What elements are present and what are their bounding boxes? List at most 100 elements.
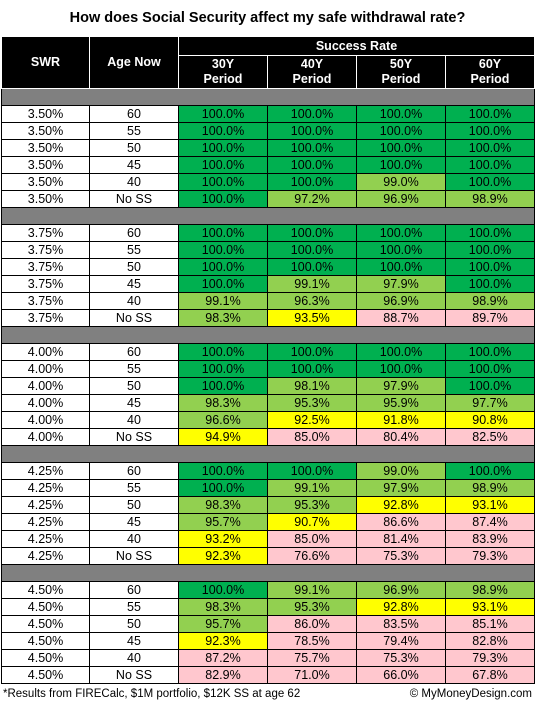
success-rate-cell: 93.2%	[178, 530, 268, 548]
success-rate-cell: 95.9%	[356, 394, 446, 412]
separator-cell	[1, 564, 535, 582]
success-rate-cell: 100.0%	[445, 105, 535, 123]
success-rate-cell: 97.7%	[445, 394, 535, 412]
age-cell: 50	[89, 377, 179, 395]
separator-cell	[1, 326, 535, 344]
success-rate-cell: 96.6%	[178, 411, 268, 429]
success-rate-cell: 95.3%	[267, 394, 357, 412]
withdrawal-rate-table: SWR Age Now Success Rate 30Y Period 40Y Pe…	[1, 36, 535, 684]
success-rate-cell: 97.9%	[356, 479, 446, 497]
success-rate-cell: 100.0%	[267, 462, 357, 480]
table-row: 3.75% 60 100.0% 100.0% 100.0% 100.0%	[1, 224, 535, 242]
success-rate-cell: 91.8%	[356, 411, 446, 429]
age-cell: 40	[89, 292, 179, 310]
success-rate-cell: 98.9%	[445, 479, 535, 497]
age-cell: 45	[89, 394, 179, 412]
success-rate-cell: 67.8%	[445, 666, 535, 684]
success-rate-cell: 94.9%	[178, 428, 268, 446]
success-rate-cell: 98.9%	[445, 581, 535, 599]
success-rate-cell: 76.6%	[267, 547, 357, 565]
success-rate-cell: 95.3%	[267, 598, 357, 616]
success-rate-cell: 100.0%	[445, 360, 535, 378]
success-rate-cell: 99.1%	[267, 479, 357, 497]
swr-cell: 3.50%	[1, 190, 90, 208]
success-rate-cell: 100.0%	[356, 105, 446, 123]
success-rate-cell: 100.0%	[445, 139, 535, 157]
success-rate-cell: 100.0%	[356, 241, 446, 259]
success-rate-cell: 95.7%	[178, 513, 268, 531]
success-rate-cell: 100.0%	[445, 377, 535, 395]
success-rate-cell: 99.1%	[267, 581, 357, 599]
success-rate-cell: 98.9%	[445, 190, 535, 208]
group-separator	[1, 207, 535, 225]
swr-cell: 4.25%	[1, 513, 90, 531]
success-rate-cell: 93.1%	[445, 598, 535, 616]
swr-cell: 4.25%	[1, 496, 90, 514]
success-rate-cell: 100.0%	[178, 343, 268, 361]
success-rate-cell: 90.7%	[267, 513, 357, 531]
success-rate-cell: 100.0%	[178, 258, 268, 276]
table-row: 3.75% 50 100.0% 100.0% 100.0% 100.0%	[1, 258, 535, 276]
age-cell: 60	[89, 105, 179, 123]
swr-cell: 3.50%	[1, 105, 90, 123]
swr-cell: 3.50%	[1, 139, 90, 157]
success-rate-cell: 100.0%	[445, 462, 535, 480]
success-rate-cell: 100.0%	[178, 241, 268, 259]
success-rate-cell: 92.3%	[178, 632, 268, 650]
success-rate-cell: 89.7%	[445, 309, 535, 327]
success-rate-cell: 100.0%	[445, 241, 535, 259]
header-success-rate: Success Rate	[178, 36, 535, 56]
swr-cell: 4.00%	[1, 343, 90, 361]
success-rate-cell: 98.9%	[445, 292, 535, 310]
footer-credit: © MyMoneyDesign.com	[409, 688, 532, 700]
swr-cell: 4.00%	[1, 411, 90, 429]
age-cell: 40	[89, 649, 179, 667]
success-rate-cell: 100.0%	[178, 224, 268, 242]
swr-cell: 3.75%	[1, 224, 90, 242]
success-rate-cell: 92.5%	[267, 411, 357, 429]
success-rate-cell: 100.0%	[178, 139, 268, 157]
swr-cell: 4.50%	[1, 632, 90, 650]
success-rate-cell: 96.3%	[267, 292, 357, 310]
success-rate-cell: 98.3%	[178, 496, 268, 514]
age-cell: 60	[89, 581, 179, 599]
success-rate-cell: 100.0%	[356, 224, 446, 242]
swr-cell: 4.50%	[1, 581, 90, 599]
success-rate-cell: 99.0%	[356, 462, 446, 480]
swr-cell: 4.25%	[1, 479, 90, 497]
success-rate-cell: 100.0%	[267, 122, 357, 140]
success-rate-cell: 97.9%	[356, 275, 446, 293]
footer: *Results from FIRECalc, $1M portfolio, $…	[0, 684, 535, 700]
age-cell: 40	[89, 173, 179, 191]
success-rate-cell: 100.0%	[356, 156, 446, 174]
success-rate-cell: 100.0%	[267, 156, 357, 174]
success-rate-cell: 96.9%	[356, 581, 446, 599]
group-separator	[1, 564, 535, 582]
table-row: 4.00% No SS 94.9% 85.0% 80.4% 82.5%	[1, 428, 535, 446]
table-row: 3.50% 40 100.0% 100.0% 99.0% 100.0%	[1, 173, 535, 191]
swr-cell: 3.75%	[1, 275, 90, 293]
success-rate-cell: 75.3%	[356, 649, 446, 667]
success-rate-cell: 100.0%	[356, 258, 446, 276]
table-row: 3.50% 60 100.0% 100.0% 100.0% 100.0%	[1, 105, 535, 123]
table-row: 4.00% 45 98.3% 95.3% 95.9% 97.7%	[1, 394, 535, 412]
swr-cell: 4.50%	[1, 649, 90, 667]
success-rate-cell: 100.0%	[267, 173, 357, 191]
success-rate-cell: 100.0%	[445, 224, 535, 242]
success-rate-cell: 81.4%	[356, 530, 446, 548]
success-rate-cell: 79.3%	[445, 649, 535, 667]
separator-cell	[1, 207, 535, 225]
age-cell: 50	[89, 139, 179, 157]
success-rate-cell: 79.3%	[445, 547, 535, 565]
success-rate-cell: 100.0%	[356, 343, 446, 361]
table-row: 3.75% 40 99.1% 96.3% 96.9% 98.9%	[1, 292, 535, 310]
table-row: 3.75% 55 100.0% 100.0% 100.0% 100.0%	[1, 241, 535, 259]
table-row: 3.50% 50 100.0% 100.0% 100.0% 100.0%	[1, 139, 535, 157]
swr-cell: 3.75%	[1, 292, 90, 310]
success-rate-cell: 100.0%	[356, 139, 446, 157]
success-rate-cell: 100.0%	[178, 105, 268, 123]
success-rate-cell: 92.8%	[356, 598, 446, 616]
swr-cell: 4.25%	[1, 530, 90, 548]
success-rate-cell: 100.0%	[445, 275, 535, 293]
success-rate-cell: 100.0%	[178, 190, 268, 208]
